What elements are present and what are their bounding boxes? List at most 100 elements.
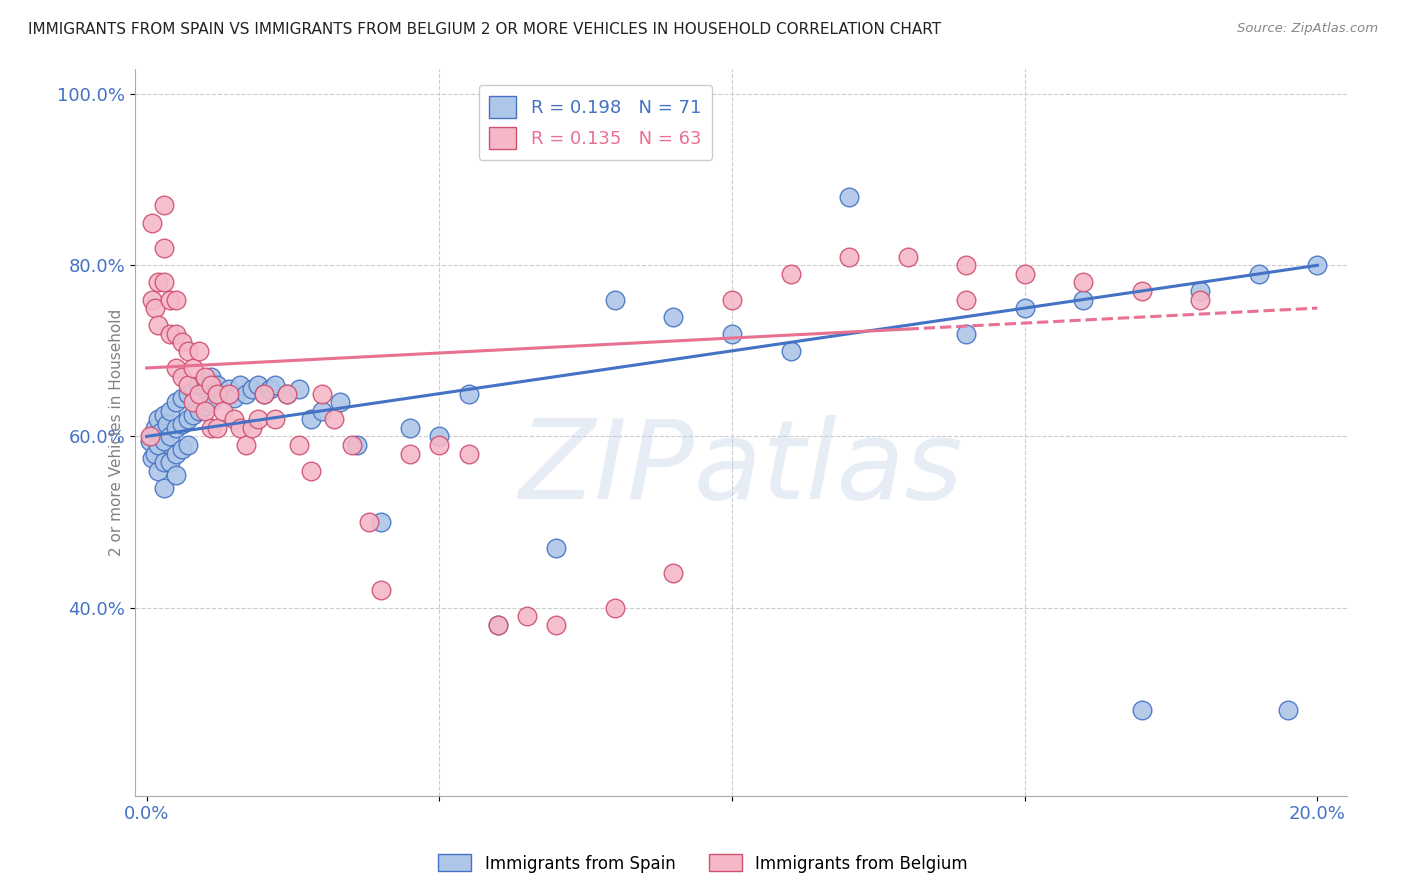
Point [340,438,363,452]
Point [427,438,450,452]
Point [253,386,276,401]
Point [259,383,281,397]
Point [1014,301,1036,315]
Point [159,326,181,341]
Legend: R = 0.198   N = 71, R = 0.135   N = 63: R = 0.198 N = 71, R = 0.135 N = 63 [478,85,713,160]
Text: ZIPatlas: ZIPatlas [519,415,963,522]
Point [176,412,198,426]
Point [218,386,240,401]
Point [205,386,228,401]
Point [1130,703,1153,717]
Point [188,386,211,401]
Point [170,335,193,350]
Point [194,374,217,388]
Point [153,408,176,422]
Point [148,412,170,426]
Point [546,541,568,555]
Point [1277,703,1299,717]
Point [170,391,193,405]
Point [148,276,170,290]
Point [486,617,509,632]
Point [1189,284,1212,298]
Point [165,421,187,435]
Point [194,400,217,414]
Point [141,215,163,229]
Point [138,429,160,443]
Point [457,386,479,401]
Point [603,600,626,615]
Point [176,386,198,401]
Point [370,515,392,529]
Point [662,566,685,581]
Point [170,369,193,384]
Point [200,369,222,384]
Point [176,343,198,358]
Point [457,446,479,460]
Point [246,412,269,426]
Point [253,386,276,401]
Point [138,434,160,448]
Point [218,383,240,397]
Point [897,250,920,264]
Point [721,326,744,341]
Point [159,293,181,307]
Point [276,386,298,401]
Point [662,310,685,324]
Point [486,617,509,632]
Point [1306,258,1329,272]
Point [357,515,380,529]
Point [779,267,801,281]
Point [1189,293,1212,307]
Point [311,386,333,401]
Y-axis label: 2 or more Vehicles in Household: 2 or more Vehicles in Household [108,309,124,556]
Point [176,438,198,452]
Point [153,198,176,212]
Text: Source: ZipAtlas.com: Source: ZipAtlas.com [1237,22,1378,36]
Point [399,421,422,435]
Point [165,446,187,460]
Point [311,403,333,417]
Point [224,391,246,405]
Point [183,383,205,397]
Point [1071,293,1094,307]
Point [205,378,228,392]
Point [288,383,311,397]
Point [141,293,163,307]
Point [150,425,173,439]
Point [299,464,322,478]
Point [183,361,205,376]
Point [159,429,181,443]
Point [200,378,222,392]
Point [145,301,167,315]
Point [229,378,252,392]
Point [955,258,977,272]
Point [838,190,860,204]
Point [264,412,287,426]
Point [170,417,193,431]
Point [235,438,257,452]
Point [183,395,205,409]
Point [165,395,187,409]
Point [779,343,801,358]
Point [603,293,626,307]
Point [145,446,167,460]
Point [156,417,179,431]
Point [346,438,368,452]
Point [235,386,257,401]
Point [427,429,450,443]
Point [246,378,269,392]
Text: IMMIGRANTS FROM SPAIN VS IMMIGRANTS FROM BELGIUM 2 OR MORE VEHICLES IN HOUSEHOLD: IMMIGRANTS FROM SPAIN VS IMMIGRANTS FROM… [28,22,941,37]
Point [153,455,176,469]
Point [141,429,163,443]
Point [165,326,187,341]
Point [153,241,176,255]
Point [1014,267,1036,281]
Point [299,412,322,426]
Point [955,293,977,307]
Point [153,481,176,495]
Point [288,438,311,452]
Point [955,326,977,341]
Point [329,395,352,409]
Point [200,395,222,409]
Point [211,386,233,401]
